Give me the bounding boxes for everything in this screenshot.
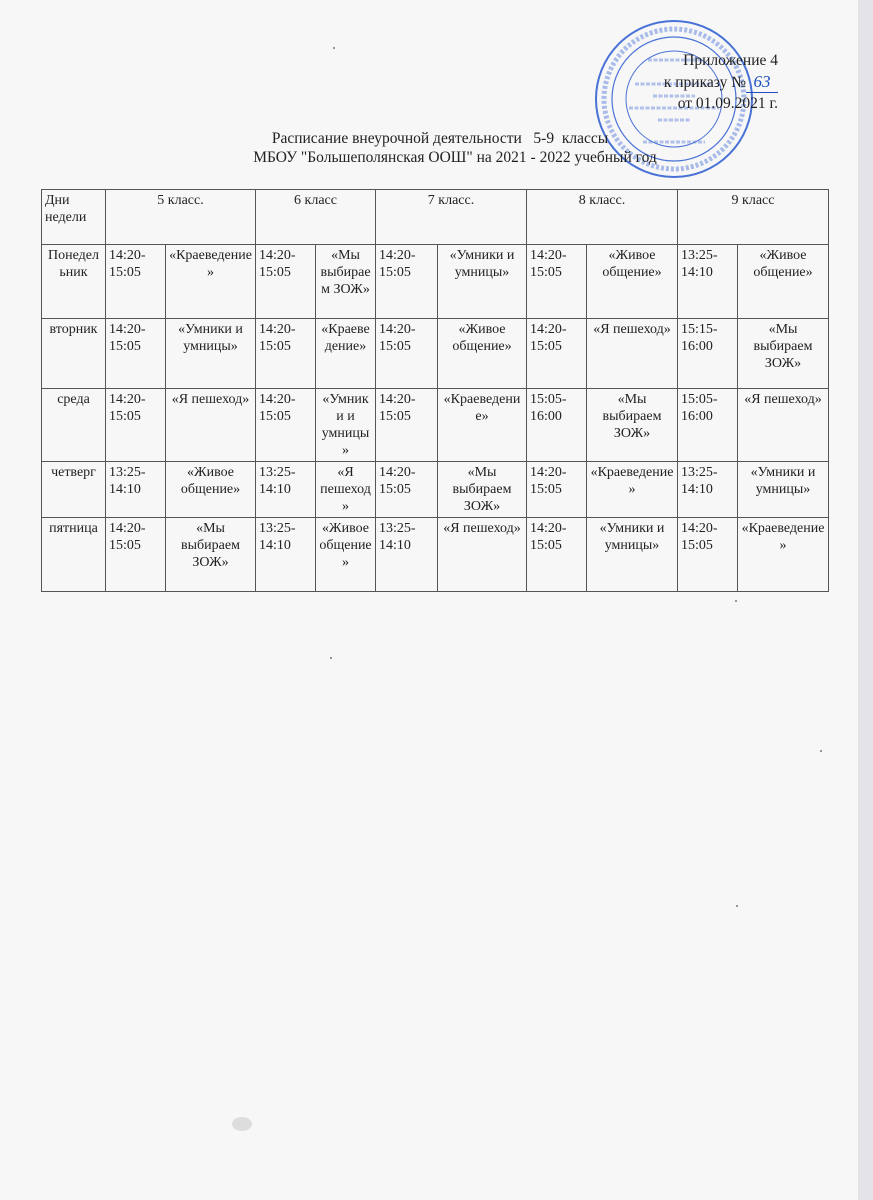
header-row: Дни недели 5 класс. 6 класс 7 класс. 8 к… xyxy=(41,189,829,245)
class-header-7: 7 класс. xyxy=(375,189,527,245)
activity-cell: «Умники и умницы» xyxy=(737,461,829,518)
activity-cell: «Умники и умницы» xyxy=(315,388,376,462)
time-cell: 14:20-15:05 xyxy=(105,517,166,592)
activity-cell: «Мы выбираем ЗОЖ» xyxy=(437,461,527,518)
scan-smudge xyxy=(232,1117,252,1131)
school-seal-stamp xyxy=(595,20,753,178)
activity-cell: «Умники и умницы» xyxy=(586,517,678,592)
appendix-note: Приложение 4 к приказу № 63 от 01.09.2021… xyxy=(664,50,778,114)
class-header-6: 6 класс xyxy=(255,189,376,245)
activity-cell: «Краеведение» xyxy=(315,318,376,389)
activity-cell: «Я пешеход» xyxy=(737,388,829,462)
activity-cell: «Умники и умницы» xyxy=(437,244,527,319)
activity-cell: «Краеведение» xyxy=(586,461,678,518)
time-cell: 15:05-16:00 xyxy=(677,388,738,462)
activity-cell: «Мы выбираем ЗОЖ» xyxy=(586,388,678,462)
day-cell: среда xyxy=(41,388,106,462)
time-cell: 14:20-15:05 xyxy=(375,318,438,389)
time-cell: 14:20-15:05 xyxy=(526,461,587,518)
order-line: к приказу № 63 xyxy=(664,71,778,93)
class-header-8: 8 класс. xyxy=(526,189,678,245)
time-cell: 14:20-15:05 xyxy=(526,244,587,319)
time-cell: 13:25-14:10 xyxy=(677,244,738,319)
activity-cell: «Живое общение» xyxy=(737,244,829,319)
time-cell: 15:05-16:00 xyxy=(526,388,587,462)
time-cell: 13:25-14:10 xyxy=(255,461,316,518)
day-cell: вторник xyxy=(41,318,106,389)
title-line-2: МБОУ "Большеполянская ООШ" на 2021 - 202… xyxy=(253,149,657,166)
title-line-1: Расписание внеурочной деятельности 5-9 к… xyxy=(271,130,609,147)
time-cell: 14:20-15:05 xyxy=(677,517,738,592)
activity-cell: «Краеведение» xyxy=(165,244,256,319)
time-cell: 14:20-15:05 xyxy=(105,318,166,389)
time-cell: 13:25-14:10 xyxy=(255,517,316,592)
activity-cell: «Краеведение» xyxy=(437,388,527,462)
day-cell: пятница xyxy=(41,517,106,592)
appendix-label: Приложение 4 xyxy=(683,52,778,69)
table-row: Понедельник 14:20-15:05 «Краеведение» 14:20… xyxy=(41,244,829,319)
table-row: четверг 13:25-14:10 «Живое общение» 13:25-1… xyxy=(41,461,829,518)
activity-cell: «Мы выбираем ЗОЖ» xyxy=(315,244,376,319)
activity-cell: «Я пешеход» xyxy=(437,517,527,592)
order-date: от 01.09.2021 г. xyxy=(677,95,778,112)
activity-cell: «Я пешеход» xyxy=(315,461,376,518)
time-cell: 14:20-15:05 xyxy=(375,388,438,462)
table-row: пятница 14:20-15:05 «Мы выбираем ЗОЖ» 13:25… xyxy=(41,517,829,592)
table-row: среда 14:20-15:05 «Я пешеход» 14:20-15:05 «У… xyxy=(41,388,829,462)
time-cell: 14:20-15:05 xyxy=(526,318,587,389)
page-title: Расписание внеурочной деятельности 5-9 к… xyxy=(150,129,760,167)
time-cell: 13:25-14:10 xyxy=(105,461,166,518)
schedule-table: Дни недели 5 класс. 6 класс 7 класс. 8 к… xyxy=(41,189,829,592)
time-cell: 14:20-15:05 xyxy=(255,318,316,389)
time-cell: 14:20-15:05 xyxy=(375,244,438,319)
activity-cell: «Краеведение» xyxy=(737,517,829,592)
order-prefix: к приказу № xyxy=(663,74,746,91)
day-cell: Понедельник xyxy=(41,244,106,319)
activity-cell: «Живое общение» xyxy=(586,244,678,319)
class-header-9: 9 класс xyxy=(677,189,829,245)
time-cell: 13:25-14:10 xyxy=(677,461,738,518)
activity-cell: «Я пешеход» xyxy=(165,388,256,462)
table-row: вторник 14:20-15:05 «Умники и умницы» 14:20… xyxy=(41,318,829,389)
time-cell: 14:20-15:05 xyxy=(255,244,316,319)
activity-cell: «Умники и умницы» xyxy=(165,318,256,389)
activity-cell: «Живое общение» xyxy=(437,318,527,389)
activity-cell: «Живое общение» xyxy=(165,461,256,518)
activity-cell: «Мы выбираем ЗОЖ» xyxy=(165,517,256,592)
time-cell: 14:20-15:05 xyxy=(105,388,166,462)
order-number-handwritten: 63 xyxy=(746,71,778,93)
activity-cell: «Мы выбираем ЗОЖ» xyxy=(737,318,829,389)
time-cell: 14:20-15:05 xyxy=(526,517,587,592)
day-cell: четверг xyxy=(41,461,106,518)
time-cell: 14:20-15:05 xyxy=(105,244,166,319)
time-cell: 15:15-16:00 xyxy=(677,318,738,389)
activity-cell: «Живое общение» xyxy=(315,517,376,592)
class-header-5: 5 класс. xyxy=(105,189,256,245)
time-cell: 14:20-15:05 xyxy=(375,461,438,518)
time-cell: 13:25-14:10 xyxy=(375,517,438,592)
activity-cell: «Я пешеход» xyxy=(586,318,678,389)
scan-edge xyxy=(858,0,873,1200)
time-cell: 14:20-15:05 xyxy=(255,388,316,462)
day-column-header: Дни недели xyxy=(41,189,106,245)
